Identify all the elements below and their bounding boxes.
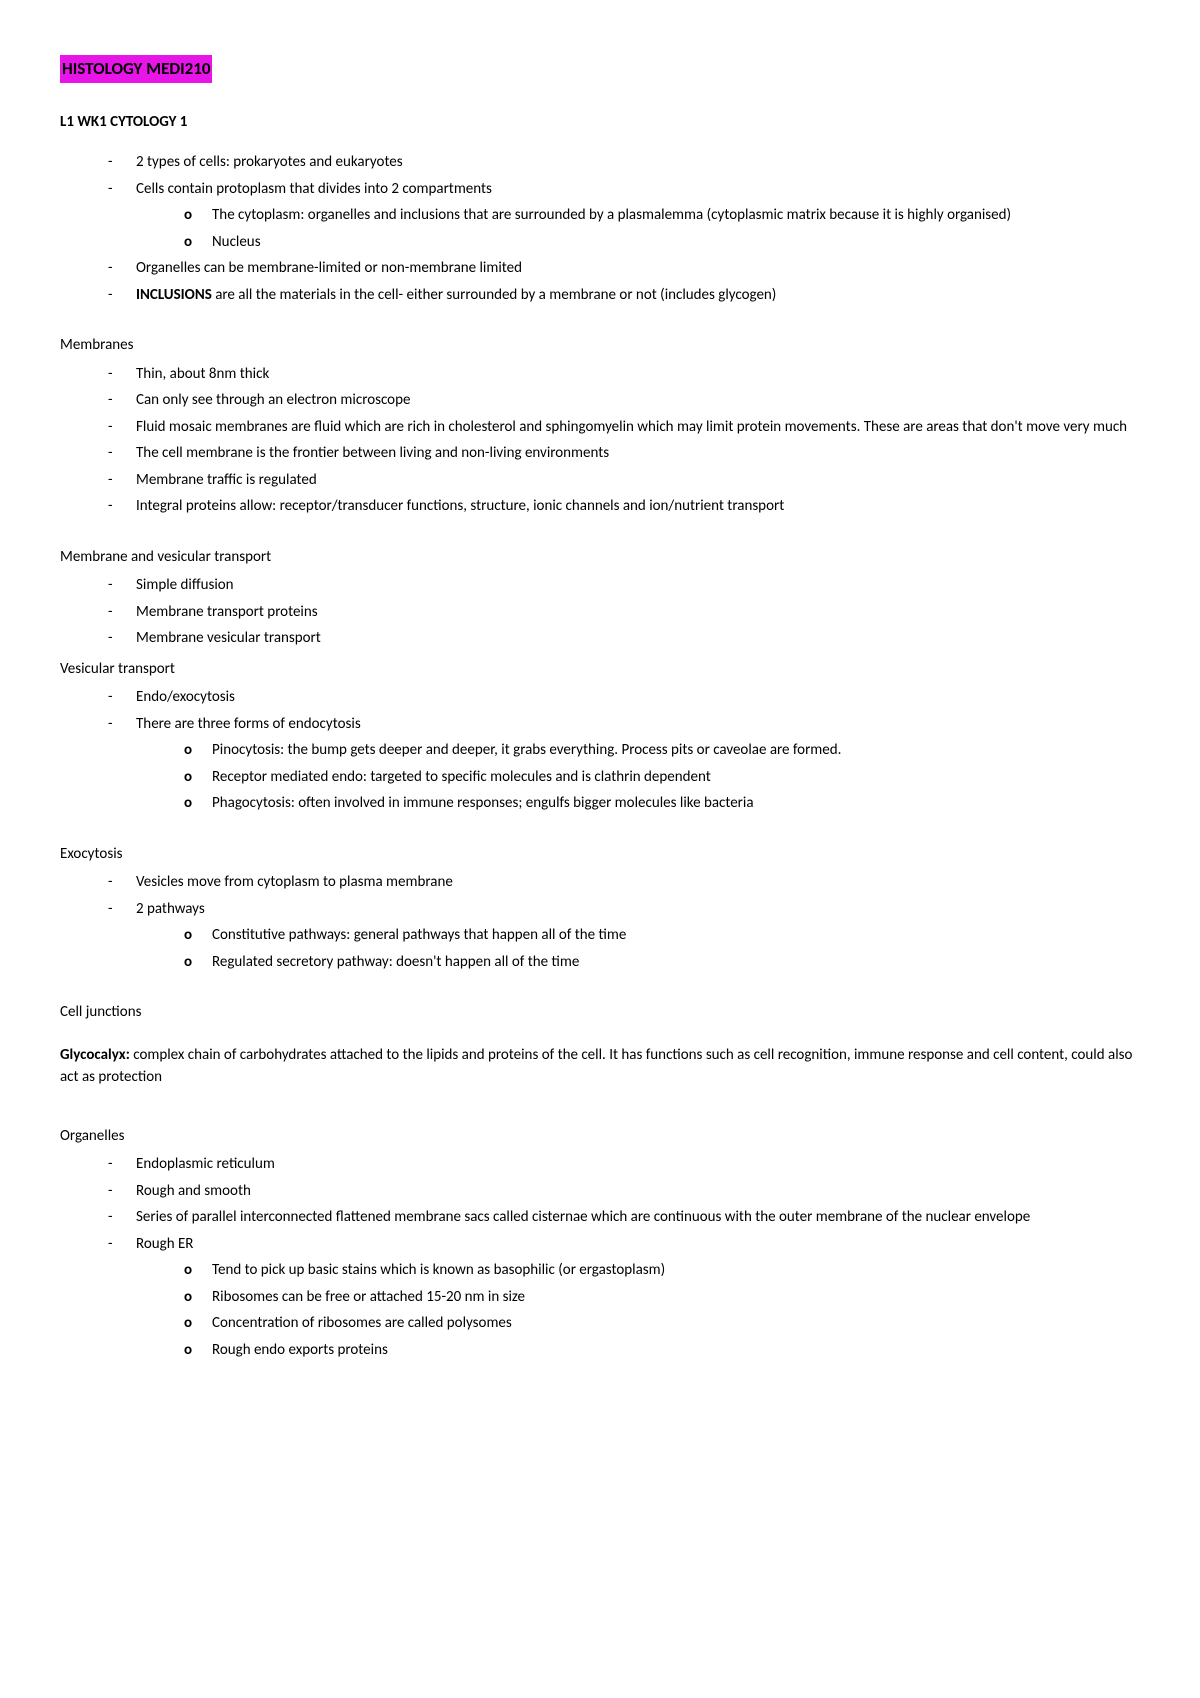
org-heading: Organelles (60, 1125, 1140, 1148)
mvt-heading: Membrane and vesicular transport (60, 546, 1140, 569)
sub-item: Receptor mediated endo: targeted to spec… (184, 766, 1140, 789)
sub-item: Phagocytosis: often involved in immune r… (184, 792, 1140, 815)
item-text: Vesicles move from cytoplasm to plasma m… (136, 873, 453, 891)
list-item: There are three forms of endocytosis Pin… (108, 713, 1140, 815)
list-item: Membrane vesicular transport (108, 627, 1140, 650)
sub-item: Ribosomes can be free or attached 15-20 … (184, 1286, 1140, 1309)
sub-item: Regulated secretory pathway: doesn't hap… (184, 951, 1140, 974)
sub-item: Constitutive pathways: general pathways … (184, 924, 1140, 947)
list-item: Membrane traffic is regulated (108, 469, 1140, 492)
list-item: 2 types of cells: prokaryotes and eukary… (108, 151, 1140, 174)
list-item: Rough ER Tend to pick up basic stains wh… (108, 1233, 1140, 1362)
sub-item: Pinocytosis: the bump gets deeper and de… (184, 739, 1140, 762)
list-item: Endoplasmic reticulum (108, 1153, 1140, 1176)
list-item: Thin, about 8nm thick (108, 363, 1140, 386)
item-text: Organelles can be membrane-limited or no… (136, 259, 522, 277)
list-item: Vesicles move from cytoplasm to plasma m… (108, 871, 1140, 894)
item-text: Series of parallel interconnected flatte… (136, 1208, 1030, 1226)
glycocalyx-para: Glycocalyx: complex chain of carbohydrat… (60, 1044, 1140, 1089)
page-title: HISTOLOGY MEDI210 (60, 55, 212, 83)
list-item: Rough and smooth (108, 1180, 1140, 1203)
list-item: Can only see through an electron microsc… (108, 389, 1140, 412)
item-text: 2 types of cells: prokaryotes and eukary… (136, 153, 403, 171)
list-item: Fluid mosaic membranes are fluid which a… (108, 416, 1140, 439)
item-text: 2 pathways (136, 900, 205, 918)
list-item: Integral proteins allow: receptor/transd… (108, 495, 1140, 518)
vt-list: Endo/exocytosis There are three forms of… (60, 686, 1140, 815)
item-text: are all the materials in the cell- eithe… (212, 286, 777, 304)
item-text: Rough and smooth (136, 1182, 251, 1200)
sub-item: Rough endo exports proteins (184, 1339, 1140, 1362)
list-item: Organelles can be membrane-limited or no… (108, 257, 1140, 280)
item-text: There are three forms of endocytosis (136, 715, 361, 733)
item-text: Rough ER (136, 1235, 193, 1253)
org-list: Endoplasmic reticulum Rough and smooth S… (60, 1153, 1140, 1361)
list-item: Series of parallel interconnected flatte… (108, 1206, 1140, 1229)
sub-item: Tend to pick up basic stains which is kn… (184, 1259, 1140, 1282)
exo-heading: Exocytosis (60, 843, 1140, 866)
intro-list: 2 types of cells: prokaryotes and eukary… (60, 151, 1140, 306)
list-item: Simple diffusion (108, 574, 1140, 597)
glyco-label: Glycocalyx: (60, 1046, 130, 1064)
membranes-heading: Membranes (60, 334, 1140, 357)
list-item: INCLUSIONS are all the materials in the … (108, 284, 1140, 307)
list-item: Endo/exocytosis (108, 686, 1140, 709)
list-item: 2 pathways Constitutive pathways: genera… (108, 898, 1140, 974)
sub-item: The cytoplasm: organelles and inclusions… (184, 204, 1140, 227)
item-bold: INCLUSIONS (136, 286, 212, 304)
cj-heading: Cell junctions (60, 1001, 1140, 1024)
item-text: Endo/exocytosis (136, 688, 235, 706)
lecture-heading: L1 WK1 CYTOLOGY 1 (60, 111, 1140, 134)
vt-heading: Vesicular transport (60, 658, 1140, 681)
sub-item: Nucleus (184, 231, 1140, 254)
list-item: The cell membrane is the frontier betwee… (108, 442, 1140, 465)
sub-item: Concentration of ribosomes are called po… (184, 1312, 1140, 1335)
exo-list: Vesicles move from cytoplasm to plasma m… (60, 871, 1140, 973)
list-item: Membrane transport proteins (108, 601, 1140, 624)
mvt-list: Simple diffusion Membrane transport prot… (60, 574, 1140, 650)
item-text: Cells contain protoplasm that divides in… (136, 180, 492, 198)
membranes-list: Thin, about 8nm thick Can only see throu… (60, 363, 1140, 518)
item-text: Endoplasmic reticulum (136, 1155, 275, 1173)
list-item: Cells contain protoplasm that divides in… (108, 178, 1140, 254)
glyco-text: complex chain of carbohydrates attached … (60, 1046, 1132, 1087)
